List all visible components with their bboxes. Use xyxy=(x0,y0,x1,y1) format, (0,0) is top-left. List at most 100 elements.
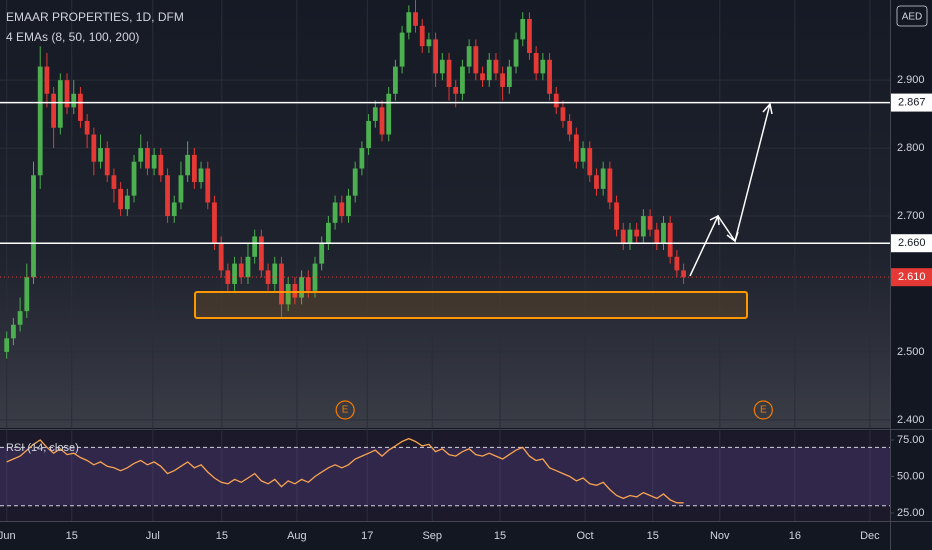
candle-body xyxy=(346,195,351,217)
candle-body xyxy=(319,243,325,264)
candle-body xyxy=(138,148,144,162)
candle-body xyxy=(198,168,204,183)
candle-body xyxy=(292,283,298,298)
candle-body xyxy=(178,175,184,203)
candle-body xyxy=(151,154,157,169)
candle-body xyxy=(486,59,492,81)
candle-body xyxy=(31,175,36,278)
candle-body xyxy=(426,39,432,47)
candle-body xyxy=(44,66,50,94)
candle-body xyxy=(305,277,311,291)
x-tick-label: Oct xyxy=(577,530,594,542)
candle-body xyxy=(594,175,599,189)
x-tick-label: Dec xyxy=(860,530,880,542)
candle-body xyxy=(232,263,237,284)
candle-body xyxy=(352,168,358,196)
candle-body xyxy=(607,168,613,203)
candle-body xyxy=(446,59,452,87)
candle-body xyxy=(71,93,77,108)
candle-body xyxy=(567,120,573,135)
candle-body xyxy=(661,222,666,244)
candle-body xyxy=(272,263,278,284)
event-label: E xyxy=(760,405,767,416)
candle-body xyxy=(37,66,43,176)
event-marker xyxy=(335,400,355,420)
candle-body xyxy=(98,148,103,162)
candle-body xyxy=(299,277,304,298)
currency: AED xyxy=(902,12,923,23)
candle-body xyxy=(185,154,191,176)
candle-body xyxy=(171,202,177,217)
candle-body xyxy=(533,52,539,74)
x-tick-label: Nov xyxy=(710,530,730,542)
x-tick-label: Aug xyxy=(287,530,307,542)
candle-body xyxy=(131,161,137,196)
candle-body xyxy=(634,229,640,237)
candle-body xyxy=(527,19,532,53)
candle-body xyxy=(238,263,244,278)
level-label: 2.867 xyxy=(898,96,926,108)
candle-body xyxy=(258,236,264,271)
arrowhead xyxy=(762,102,773,115)
candle-body xyxy=(547,59,552,94)
x-tick-label: Jul xyxy=(146,530,160,542)
candle-body xyxy=(191,154,197,183)
candle-body xyxy=(111,175,117,189)
candle-body xyxy=(667,222,673,257)
x-tick-label: Jun xyxy=(0,530,16,542)
y-tick-label: 2.700 xyxy=(897,210,925,222)
candle-body xyxy=(460,66,465,94)
candle-body xyxy=(406,12,412,33)
rsi-label: RSI (14, close) xyxy=(6,442,79,454)
candle-body xyxy=(640,216,646,237)
y-tick-label: 2.400 xyxy=(897,414,925,426)
x-tick-label: 16 xyxy=(789,530,801,542)
level-label: 2.660 xyxy=(898,237,926,249)
candle-body xyxy=(91,134,97,162)
candle-body xyxy=(379,107,385,135)
candle-body xyxy=(205,168,211,203)
candle-body xyxy=(560,107,566,121)
candle-body xyxy=(24,277,30,312)
price-pane xyxy=(0,0,890,428)
candle-body xyxy=(647,216,653,230)
candle-body xyxy=(439,59,445,74)
candle-body xyxy=(124,195,130,210)
candle-body xyxy=(627,229,633,244)
rsi-band xyxy=(0,447,890,506)
event-label: E xyxy=(342,405,349,416)
chart-title: EMAAR PROPERTIES, 1D, DFM xyxy=(6,10,184,24)
candle-body xyxy=(506,66,512,87)
x-tick-label: 15 xyxy=(66,530,78,542)
y-tick-label: 75.00 xyxy=(897,434,925,446)
candle-body xyxy=(433,39,439,74)
candle-body xyxy=(654,229,660,244)
candle-body xyxy=(104,148,110,176)
candle-body xyxy=(245,256,251,278)
candle-body xyxy=(500,73,506,87)
candle-body xyxy=(366,120,371,149)
last-price-label: 2.610 xyxy=(898,271,926,283)
candle-body xyxy=(493,59,499,74)
candle-body xyxy=(339,202,345,217)
candle-body xyxy=(393,66,398,94)
support-zone xyxy=(194,291,748,319)
candle-body xyxy=(553,93,559,108)
x-tick-label: 15 xyxy=(216,530,228,542)
candle-body xyxy=(681,270,686,278)
candle-body xyxy=(399,32,405,67)
level-tag xyxy=(891,93,932,112)
candle-body xyxy=(600,168,606,189)
candle-body xyxy=(118,188,124,210)
rsi-line xyxy=(6,437,684,504)
candle-body xyxy=(513,39,519,67)
candle-body xyxy=(84,120,90,135)
indicator-label: 4 EMAs (8, 50, 100, 200) xyxy=(6,30,139,44)
candle-body xyxy=(145,148,150,169)
arrowhead xyxy=(726,231,739,243)
y-tick-label: 2.900 xyxy=(897,74,925,86)
candle-body xyxy=(674,256,680,271)
candle-body xyxy=(614,202,619,230)
candle-body xyxy=(466,46,472,67)
